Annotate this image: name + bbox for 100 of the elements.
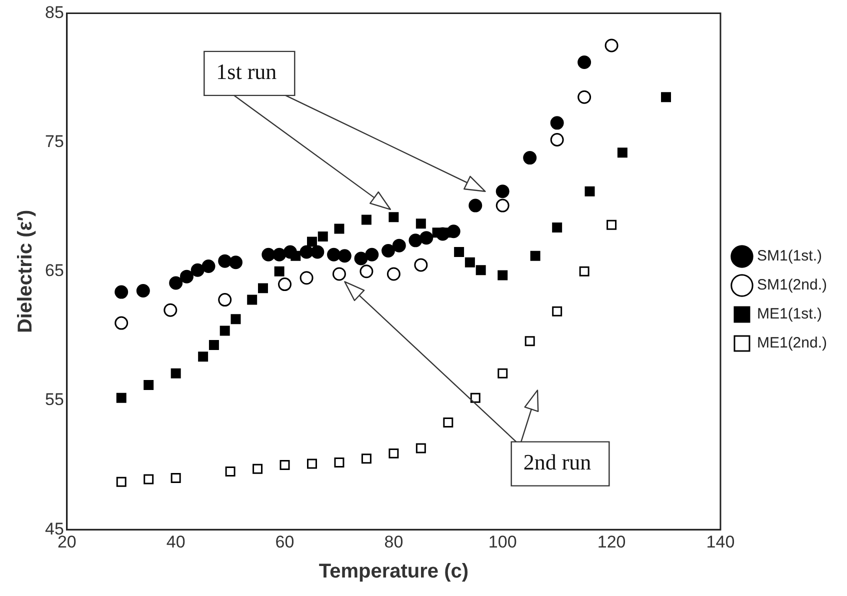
point [334,457,344,468]
point [283,245,297,259]
point [247,294,258,305]
point [386,267,400,281]
point [307,236,317,247]
legend-label: SM1(1st.) [756,248,822,265]
point [436,227,450,241]
point [361,214,372,225]
x-tick-label: 120 [597,532,626,552]
point [272,248,286,262]
point [408,234,422,248]
point [365,248,379,262]
point [307,458,317,469]
point [136,284,150,298]
point [464,257,475,268]
point [498,368,508,378]
point [604,38,618,52]
point [617,148,628,158]
point [578,90,592,104]
point [381,244,395,258]
point [496,198,510,212]
point [420,231,434,245]
point [661,92,671,102]
point [524,336,535,346]
point [416,218,426,229]
point [446,224,460,238]
point [202,259,216,273]
point [198,352,208,362]
point [498,270,508,280]
point [550,132,564,146]
point [360,264,374,278]
point [496,184,510,198]
point [354,252,368,266]
point [338,249,352,263]
point [416,443,426,454]
point [468,198,482,212]
legend-label: SM1(2nd.) [756,276,828,294]
x-tick-label: 100 [488,532,517,552]
point [170,368,181,378]
y-tick-label: 55 [44,390,64,410]
point [388,212,399,222]
point [190,263,204,277]
point [578,56,592,70]
point [470,392,480,403]
point [170,472,181,483]
x-tick-label: 60 [275,532,294,552]
point [414,258,428,272]
point [116,476,126,487]
point [228,256,242,270]
point [280,460,290,470]
point [278,278,292,292]
point [164,303,178,317]
y-axis-title: Dielectric (ε′) [14,210,37,334]
y-tick-label: 65 [44,261,64,280]
point [476,265,486,276]
point [392,238,406,252]
point [116,392,126,403]
legend-label: ME1(2nd.) [756,334,828,352]
point [169,276,183,290]
point [208,340,219,350]
point [218,254,232,268]
point [274,266,284,276]
point [552,306,562,316]
point [334,224,344,234]
point [114,316,128,330]
point [327,248,341,262]
point [252,464,263,474]
point [584,186,595,196]
point [530,250,540,261]
point [230,314,241,324]
point [579,266,590,276]
point [262,248,276,262]
annotation: 1st run [216,59,277,84]
x-tick-label: 140 [706,532,735,552]
point [114,285,128,299]
point [606,220,617,230]
point [361,454,372,464]
point [218,293,232,307]
point [225,466,236,476]
point [523,151,537,165]
y-tick-label: 85 [44,2,64,22]
point [443,417,454,428]
point [550,116,564,130]
point [300,271,314,285]
point [552,222,562,232]
point [454,247,464,258]
point [258,283,268,294]
point [144,474,154,484]
x-tick-label: 40 [166,532,186,552]
x-tick-label: 80 [384,532,404,552]
point [332,267,346,281]
point [300,245,314,259]
point [220,326,230,336]
x-axis-title: Temperature (c) [318,560,469,583]
point [318,232,328,242]
annotation: 2nd run [523,450,592,475]
y-tick-label: 75 [44,132,64,151]
legend-label: ME1(1st.) [756,306,822,323]
point [388,448,399,458]
point [180,270,194,284]
